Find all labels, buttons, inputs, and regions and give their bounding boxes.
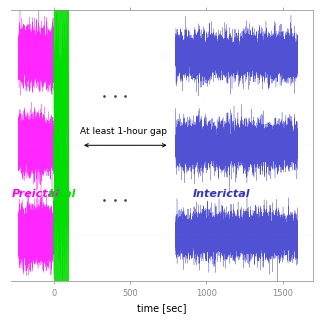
X-axis label: time [sec]: time [sec] bbox=[137, 303, 187, 313]
Text: Interictal: Interictal bbox=[193, 189, 250, 199]
Text: Ictal: Ictal bbox=[49, 189, 76, 199]
Text: Preictal: Preictal bbox=[11, 189, 59, 199]
Text: At least 1-hour gap: At least 1-hour gap bbox=[80, 127, 167, 136]
